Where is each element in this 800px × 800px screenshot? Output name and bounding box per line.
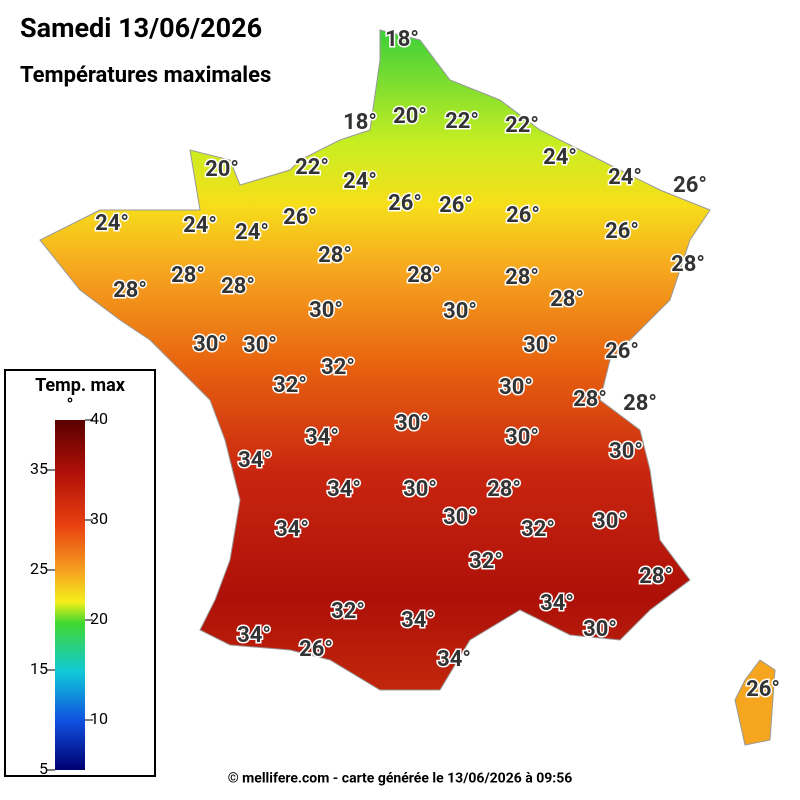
- temp-label: 26°: [283, 205, 317, 230]
- temp-label: 28°: [550, 287, 584, 312]
- color-bar: [55, 420, 85, 770]
- temp-label: 18°: [343, 110, 377, 135]
- title: Samedi 13/06/2026: [20, 12, 262, 44]
- legend-tick-label: 5: [39, 759, 48, 778]
- temp-label: 30°: [523, 333, 557, 358]
- temp-label: 30°: [583, 617, 617, 642]
- corsica: [734, 659, 776, 746]
- temp-label: 22°: [505, 113, 539, 138]
- temp-label: 30°: [443, 299, 477, 324]
- temp-label: 26°: [605, 339, 639, 364]
- subtitle: Températures maximales: [20, 63, 271, 88]
- temp-label: 28°: [639, 564, 673, 589]
- temp-label: 28°: [487, 477, 521, 502]
- temp-label: 30°: [193, 332, 227, 357]
- temp-label: 34°: [401, 608, 435, 633]
- temp-label: 28°: [671, 252, 705, 277]
- temp-label: 28°: [221, 274, 255, 299]
- temp-label: 30°: [499, 375, 533, 400]
- temp-label: 30°: [609, 439, 643, 464]
- temp-label: 24°: [183, 213, 217, 238]
- temp-label: 20°: [205, 157, 239, 182]
- temp-label: 32°: [321, 355, 355, 380]
- temp-label: 30°: [593, 509, 627, 534]
- legend-tick-label: 40: [90, 409, 108, 428]
- temp-label: 26°: [673, 173, 707, 198]
- temp-label: 32°: [469, 549, 503, 574]
- legend-tick-label: 30: [90, 509, 108, 528]
- temp-label: 18°: [385, 27, 419, 52]
- france: [39, 29, 711, 691]
- temp-label: 34°: [275, 517, 309, 542]
- temp-label: 30°: [309, 298, 343, 323]
- legend-tick-label: 15: [30, 659, 48, 678]
- temp-label: 26°: [605, 219, 639, 244]
- temp-label: 26°: [439, 193, 473, 218]
- temp-label: 28°: [171, 263, 205, 288]
- temp-label: 34°: [305, 425, 339, 450]
- temp-label: 26°: [388, 191, 422, 216]
- temp-label: 20°: [393, 104, 427, 129]
- temp-label: 26°: [506, 203, 540, 228]
- temp-label: 30°: [395, 411, 429, 436]
- temp-label: 34°: [327, 477, 361, 502]
- legend-tick-label: 10: [90, 709, 108, 728]
- legend-tick-label: 35: [30, 459, 48, 478]
- temp-label: 28°: [505, 265, 539, 290]
- legend-tick-label: 20: [90, 609, 108, 628]
- temp-label: 30°: [403, 477, 437, 502]
- legend-tick-label: 25: [30, 559, 48, 578]
- temp-label: 26°: [746, 677, 780, 702]
- temp-label: 34°: [237, 623, 271, 648]
- temp-label: 22°: [445, 109, 479, 134]
- temp-label: 24°: [543, 145, 577, 170]
- temp-label: 34°: [540, 591, 574, 616]
- temp-label: 22°: [295, 155, 329, 180]
- temp-label: 28°: [407, 263, 441, 288]
- temp-label: 34°: [238, 448, 272, 473]
- footer: © mellifere.com - carte générée le 13/06…: [228, 771, 573, 787]
- legend-unit: °: [66, 395, 73, 416]
- temp-label: 32°: [273, 373, 307, 398]
- temp-label: 28°: [113, 278, 147, 303]
- temp-label: 32°: [521, 517, 555, 542]
- temp-label: 28°: [573, 387, 607, 412]
- temp-label: 24°: [95, 211, 129, 236]
- temp-label: 34°: [437, 647, 471, 672]
- temp-label: 24°: [608, 165, 642, 190]
- legend-title: Temp. max: [35, 375, 126, 396]
- temp-label: 26°: [299, 637, 333, 662]
- temp-label: 28°: [623, 391, 657, 416]
- temp-label: 24°: [235, 220, 269, 245]
- temp-label: 32°: [331, 599, 365, 624]
- temp-label: 30°: [243, 333, 277, 358]
- temp-label: 24°: [343, 169, 377, 194]
- temp-label: 30°: [443, 505, 477, 530]
- temp-label: 28°: [318, 243, 352, 268]
- temp-label: 30°: [505, 425, 539, 450]
